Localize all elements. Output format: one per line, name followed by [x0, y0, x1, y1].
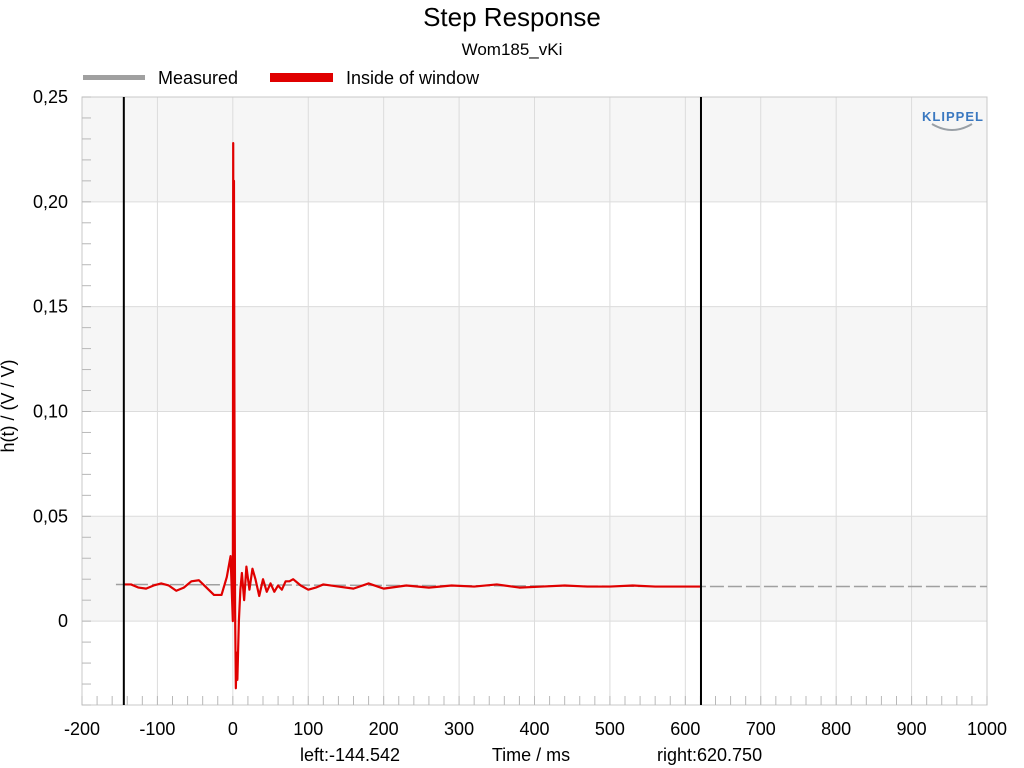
y-tick-labels: 0 0,05 0,10 0,15 0,20 0,25	[33, 87, 68, 631]
x-tick-label: 1000	[967, 719, 1007, 739]
y-tick-label: 0,20	[33, 192, 68, 212]
klippel-logo: KLIPPEL	[922, 109, 984, 131]
y-tick-label: 0,15	[33, 297, 68, 317]
legend: Measured Inside of window	[83, 68, 480, 88]
y-tick-label: 0	[58, 611, 68, 631]
y-tick-label: 0,05	[33, 506, 68, 526]
x-axis-label: Time / ms	[492, 745, 570, 765]
x-tick-label: 400	[519, 719, 549, 739]
x-tick-label: 300	[444, 719, 474, 739]
x-tick-label: 500	[595, 719, 625, 739]
chart-subtitle: Wom185_vKi	[462, 40, 563, 59]
y-tick-label: 0,10	[33, 401, 68, 421]
x-tick-label: -100	[139, 719, 175, 739]
legend-label-inside-window: Inside of window	[346, 68, 480, 88]
minor-ticks	[81, 96, 988, 706]
gridlines	[81, 96, 988, 706]
series-line-inside-window	[123, 142, 701, 690]
x-tick-label: 800	[821, 719, 851, 739]
left-window-readout: left:-144.542	[300, 745, 400, 765]
window-markers	[122, 97, 702, 705]
x-tick-labels: -200 -100 0 100 200 300 400 500 600 700 800 900 1000	[64, 719, 1007, 739]
x-tick-label: 700	[746, 719, 776, 739]
logo-text: KLIPPEL	[922, 109, 984, 124]
y-axis-label: h(t) / (V / V)	[0, 359, 18, 452]
legend-swatch-measured	[83, 75, 145, 80]
legend-label-measured: Measured	[158, 68, 238, 88]
x-tick-label: 100	[293, 719, 323, 739]
y-tick-label: 0,25	[33, 87, 68, 107]
x-tick-label: 200	[369, 719, 399, 739]
x-tick-label: 900	[897, 719, 927, 739]
right-window-readout: right:620.750	[657, 745, 762, 765]
x-tick-label: -200	[64, 719, 100, 739]
legend-swatch-inside-window	[270, 73, 333, 82]
x-tick-label: 0	[228, 719, 238, 739]
chart-title: Step Response	[423, 2, 601, 32]
x-tick-label: 600	[670, 719, 700, 739]
logo-swoosh	[931, 123, 973, 131]
